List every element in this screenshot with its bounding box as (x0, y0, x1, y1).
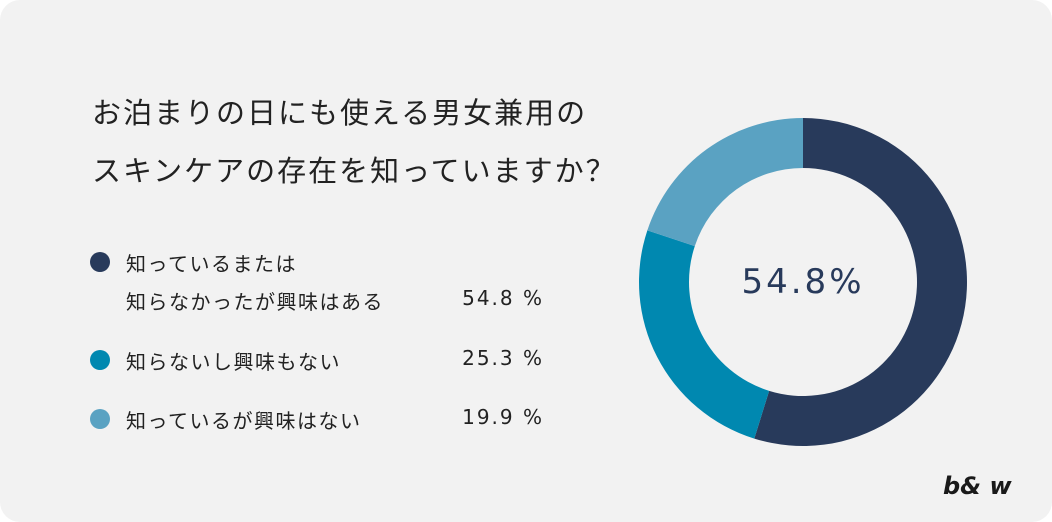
brand-logo: b& w (943, 472, 1012, 500)
legend-dot-icon (90, 350, 110, 370)
chart-title: お泊まりの日にも使える男女兼用の スキンケアの存在を知っていますか？ (92, 84, 617, 200)
donut-center-value: 54.8% (741, 262, 865, 302)
donut-segment (754, 118, 968, 447)
legend-label: 知っているが興味はない (126, 409, 362, 433)
legend-item-not-know-not-interested: 知らないし興味もない 25.3 % (90, 344, 560, 404)
donut-segment (647, 118, 803, 247)
legend-label-line2: 知らなかったが興味はある (126, 290, 384, 314)
legend: 知っているまたは 知らなかったが興味はある 54.8 % 知らないし興味もない … (90, 244, 560, 444)
legend-dot-icon (90, 409, 110, 429)
legend-item-interested: 知っているまたは 知らなかったが興味はある 54.8 % (90, 244, 560, 344)
legend-item-know-not-interested: 知っているが興味はない 19.9 % (90, 404, 560, 444)
title-line-1: お泊まりの日にも使える男女兼用の (92, 96, 588, 130)
legend-value: 19.9 % (462, 405, 544, 429)
legend-value: 54.8 % (462, 286, 544, 310)
title-line-2: スキンケアの存在を知っていますか？ (92, 154, 617, 188)
legend-label: 知っているまたは (126, 252, 297, 276)
legend-value: 25.3 % (462, 346, 544, 370)
legend-label: 知らないし興味もない (126, 350, 341, 374)
legend-dot-icon (90, 252, 110, 272)
donut-segment (639, 230, 770, 439)
donut-chart (639, 118, 968, 447)
